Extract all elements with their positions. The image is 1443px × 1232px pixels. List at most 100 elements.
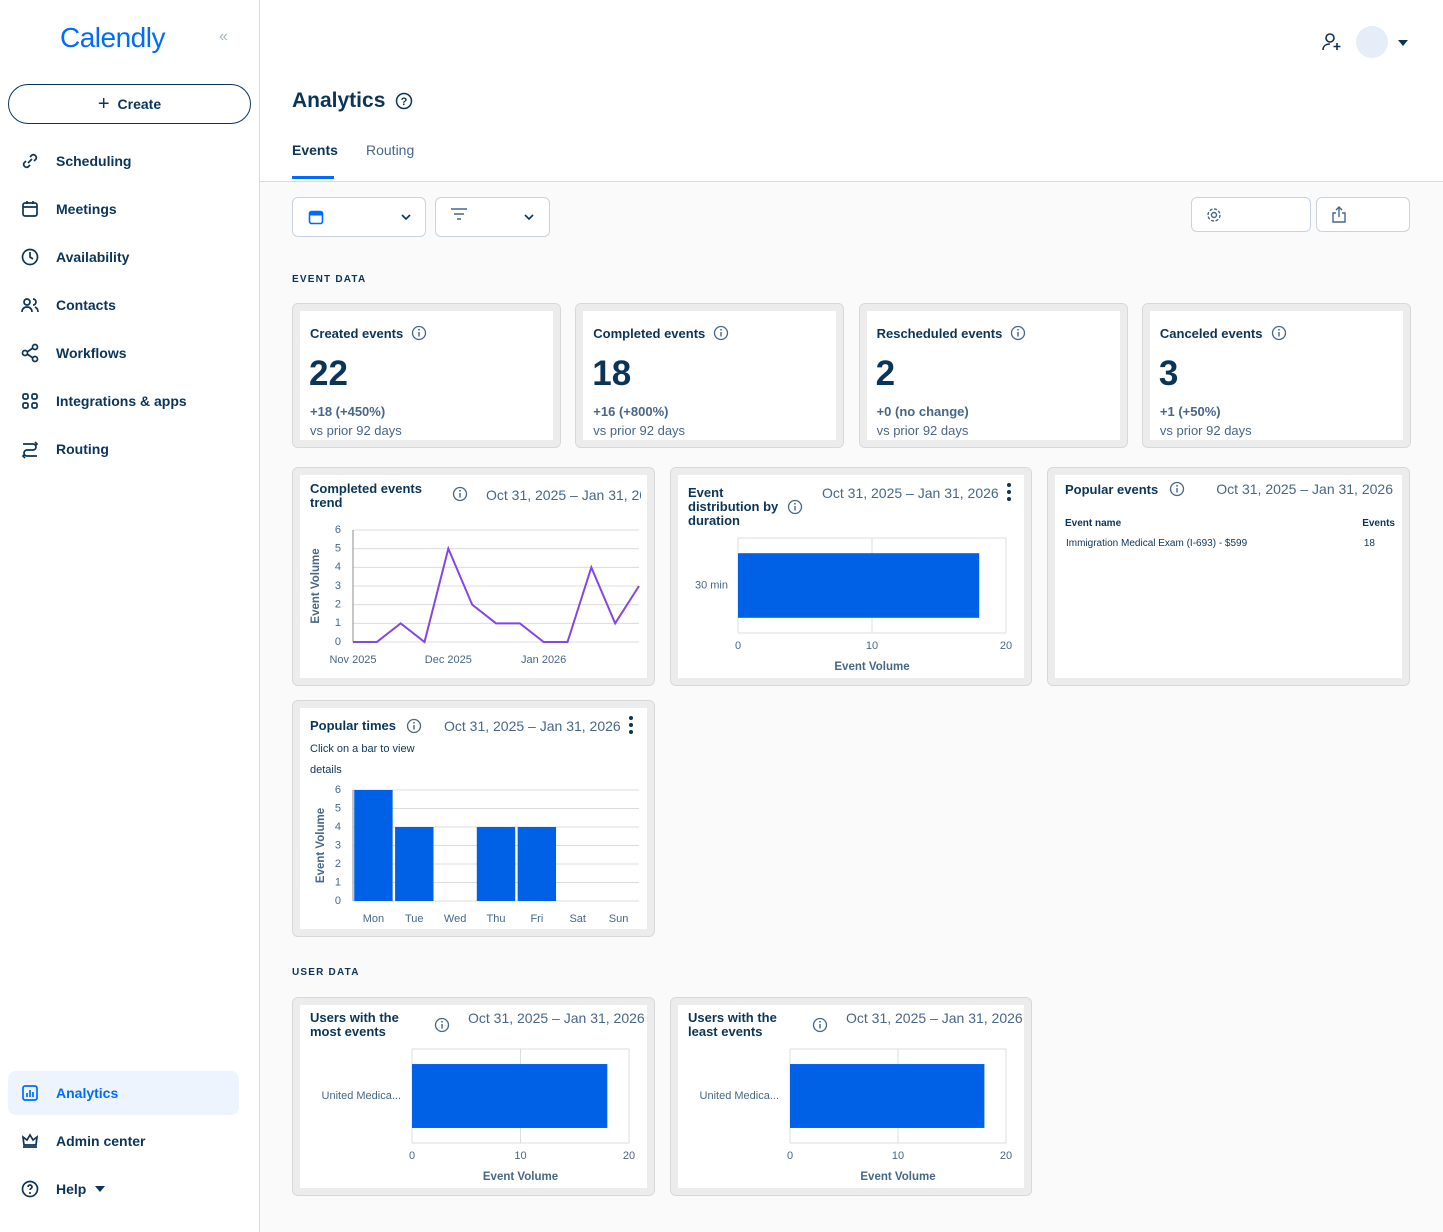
account-caret[interactable] <box>1397 39 1409 47</box>
info-icon[interactable] <box>812 1017 828 1033</box>
calendar-icon <box>308 210 324 225</box>
y-tick-label: 5 <box>335 802 341 814</box>
nav-label: Routing <box>56 441 109 457</box>
line <box>353 545 640 644</box>
info-icon[interactable] <box>787 499 803 515</box>
sidebar: Calendly « + Create Scheduling Meetings Av… <box>0 0 260 1232</box>
metric-card: Completed events 18 +16 (+800%) vs prior 92… <box>575 303 845 448</box>
export-button[interactable] <box>1316 197 1410 232</box>
metric-change: +1 (+50%) <box>1159 404 1221 419</box>
table-header: Event name Events <box>1065 516 1395 537</box>
nav-item[interactable]: Contacts <box>20 283 251 327</box>
tab[interactable]: Routing <box>366 142 415 158</box>
metric-compare: vs prior 92 days <box>593 423 686 438</box>
table-card: Popular events Oct 31, 2025 – Jan 31, 20… <box>1047 467 1410 686</box>
info-icon[interactable] <box>1169 481 1185 497</box>
y-tick-label: 4 <box>335 561 341 573</box>
avatar[interactable] <box>1356 26 1388 58</box>
nav-label: Contacts <box>56 297 116 313</box>
nav-icon <box>21 1180 39 1198</box>
card-title: Event distribution by duration <box>688 485 779 528</box>
logo[interactable]: Calendly <box>60 22 165 53</box>
filter-button[interactable] <box>435 197 550 237</box>
nav-label: Meetings <box>56 201 117 217</box>
settings-button[interactable] <box>1191 197 1311 232</box>
date-filter[interactable] <box>292 197 426 237</box>
nav-item[interactable]: Admin center <box>20 1119 251 1163</box>
bar[interactable] <box>395 827 434 901</box>
nav-item[interactable]: Availability <box>20 235 251 279</box>
column-header: Event name <box>1065 518 1122 529</box>
y-tick-label: 5 <box>335 543 341 555</box>
more-menu[interactable] <box>1006 482 1012 502</box>
page-heading: Analytics ? <box>292 89 413 113</box>
invite-user-icon[interactable] <box>1321 31 1343 53</box>
info-icon[interactable] <box>1010 325 1026 341</box>
nav-icon <box>22 153 38 169</box>
x-tick-label: Thu <box>487 913 506 925</box>
y-axis-title: Event Volume <box>315 808 327 883</box>
bar[interactable] <box>354 790 393 901</box>
metric-label-text: Completed events <box>593 325 706 341</box>
x-tick-label: 10 <box>514 1150 526 1162</box>
bar[interactable] <box>412 1064 608 1128</box>
nav-item[interactable]: Meetings <box>20 187 251 231</box>
metric-card: Rescheduled events 2 +0 (no change) vs prio… <box>858 303 1128 448</box>
info-icon[interactable] <box>713 325 729 341</box>
x-tick-label: Mon <box>363 913 384 925</box>
bar[interactable] <box>738 553 980 618</box>
nav-item[interactable]: Routing <box>20 427 251 471</box>
nav-item[interactable]: Integrations & apps <box>20 379 251 423</box>
gear-icon <box>1207 208 1221 222</box>
share-icon <box>1332 206 1346 223</box>
table-row: Immigration Medical Exam (I-693) - $599 … <box>1065 537 1395 550</box>
nav-item[interactable]: Help <box>20 1167 251 1211</box>
card-title: Popular events <box>1065 482 1159 497</box>
info-icon[interactable] <box>411 325 427 341</box>
tab-underline <box>292 176 334 179</box>
metric-label-text: Created events <box>310 325 404 341</box>
nav-icon <box>22 393 38 409</box>
metric-compare: vs prior 92 days <box>310 423 402 438</box>
nav-label: Integrations & apps <box>56 393 187 409</box>
x-tick-label: 20 <box>1000 640 1012 652</box>
metric-change: +16 (+800%) <box>593 404 669 419</box>
y-tick-label: 3 <box>335 580 341 592</box>
main: Analytics ? Events Routing EVENT DATA US… <box>260 0 1443 1232</box>
help-icon[interactable]: ? <box>395 92 413 110</box>
create-button[interactable]: + Create <box>8 84 251 124</box>
bar[interactable] <box>517 827 557 901</box>
bar[interactable] <box>476 827 516 901</box>
collapse-button[interactable]: « <box>219 28 228 45</box>
bar[interactable] <box>790 1064 985 1128</box>
date-range: Oct 31, 2025 – Jan 31, 2026 <box>846 1010 1023 1026</box>
info-icon[interactable] <box>1271 325 1287 341</box>
x-tick-label: Sun <box>609 913 629 925</box>
x-tick-label: 20 <box>623 1150 635 1162</box>
y-tick-label: 2 <box>335 858 341 870</box>
tab[interactable]: Events <box>292 142 338 158</box>
nav-icon <box>21 441 39 459</box>
card-title: Completed events trend <box>310 481 422 510</box>
info-icon[interactable] <box>434 1017 450 1033</box>
info-icon[interactable] <box>452 486 468 502</box>
section-label: USER DATA <box>292 967 360 978</box>
y-tick-label: United Medica... <box>322 1090 401 1102</box>
svg-text:?: ? <box>401 96 408 108</box>
more-menu[interactable] <box>628 715 634 735</box>
nav-icon <box>21 343 39 363</box>
x-axis-title: Event Volume <box>483 1171 558 1183</box>
x-axis-title: Event Volume <box>860 1171 935 1183</box>
section-label: EVENT DATA <box>292 274 367 285</box>
card-title: Popular times <box>310 718 396 733</box>
metric-label-text: Rescheduled events <box>876 325 1003 341</box>
nav-item[interactable]: Scheduling <box>20 139 251 183</box>
info-icon[interactable] <box>406 718 422 734</box>
chart-card: Completed events trend Oct 31, 2025 – Ja… <box>292 467 655 686</box>
date-range: Oct 31, 2025 – Jan 31, 2026 <box>822 485 999 501</box>
nav-item[interactable]: Workflows <box>20 331 251 375</box>
nav-item[interactable]: Analytics <box>8 1071 239 1115</box>
x-tick-label: 0 <box>735 640 741 652</box>
nav-label: Availability <box>56 249 130 265</box>
x-tick-label: Sat <box>569 913 586 925</box>
